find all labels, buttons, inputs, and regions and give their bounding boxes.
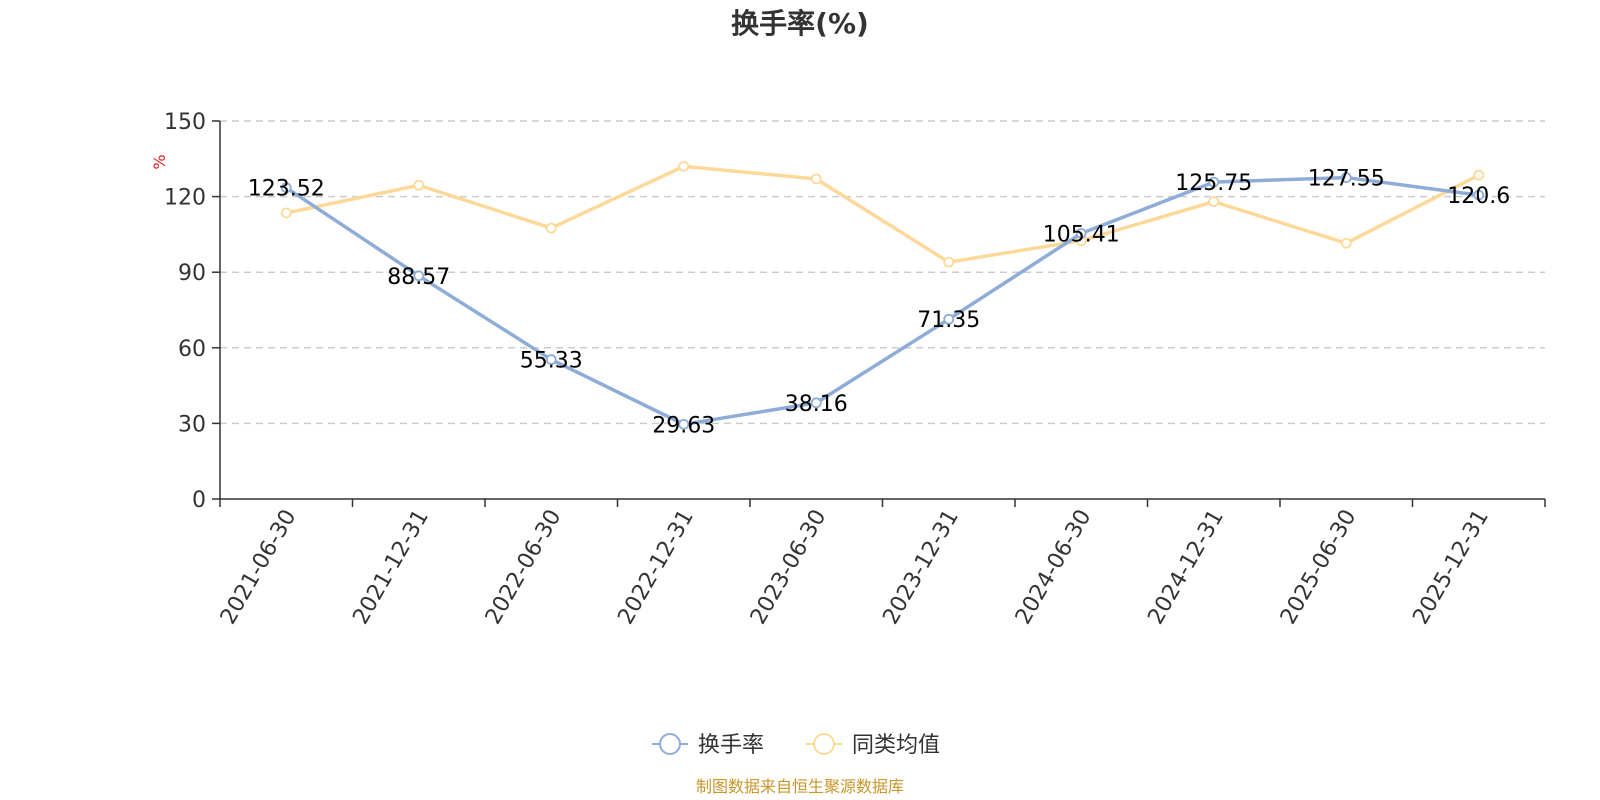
series-point: [810, 397, 822, 409]
x-tick-label: 2022-12-31: [613, 506, 699, 629]
series-point: [413, 270, 425, 282]
x-tick-label: 2022-06-30: [481, 506, 567, 629]
series-lines: [280, 160, 1485, 430]
data-label: 88.57: [387, 265, 450, 290]
legend[interactable]: 换手率 同类均值: [652, 733, 940, 758]
series-point: [1075, 227, 1087, 239]
x-tick-label: 2021-06-30: [216, 506, 302, 629]
series-point: [545, 354, 557, 365]
data-label: 105.41: [1043, 222, 1120, 247]
data-label: 38.16: [785, 392, 848, 417]
series-line: [284, 164, 1481, 264]
series-point: [678, 418, 690, 430]
series-point: [1473, 189, 1485, 201]
series-point: [545, 222, 557, 234]
data-source-note: 制图数据来自恒生聚源数据库: [696, 777, 904, 796]
x-tick-label: 2025-12-31: [1408, 506, 1494, 629]
data-label: 127.55: [1308, 167, 1385, 192]
legend-marker-icon: [813, 733, 835, 755]
series-point: [1340, 172, 1352, 183]
series-point: [678, 160, 690, 172]
chart-title: 换手率(%): [731, 7, 869, 40]
series-point: [943, 256, 955, 268]
y-tick-label: 0: [192, 488, 206, 513]
legend-marker-icon: [659, 733, 681, 755]
y-axis-unit: %: [150, 154, 169, 169]
data-label: 71.35: [917, 308, 980, 333]
y-tick-label: 150: [164, 110, 206, 135]
legend-label: 换手率: [698, 733, 764, 758]
series-point: [280, 207, 292, 219]
series-point: [413, 179, 425, 191]
series-point: [1208, 196, 1220, 208]
data-label: 123.52: [248, 177, 325, 202]
x-tick-label: 2024-06-30: [1011, 506, 1097, 629]
series-point: [1340, 237, 1352, 249]
series-point: [1208, 176, 1220, 188]
series-point: [280, 182, 292, 194]
series-point: [1473, 169, 1485, 181]
y-tick-label: 90: [178, 261, 206, 286]
legend-label: 同类均值: [852, 733, 940, 758]
data-label: 29.63: [652, 413, 715, 438]
data-label: 55.33: [520, 349, 583, 374]
data-labels: 123.52 88.57 55.33 29.63 38.16 71.35 105.41 125…: [248, 167, 1510, 439]
y-tick-label: 60: [178, 337, 206, 362]
data-label: 120.6: [1447, 184, 1510, 209]
y-tick-label: 120: [164, 186, 206, 211]
grid-lines: [220, 120, 1545, 425]
series-line: [284, 175, 1481, 427]
y-tick-label: 30: [178, 412, 206, 437]
x-tick-label: 2021-12-31: [348, 506, 434, 629]
series-point: [810, 173, 822, 185]
x-tick-label: 2024-12-31: [1143, 506, 1229, 629]
series-point: [943, 313, 955, 325]
data-label: 125.75: [1175, 171, 1252, 196]
x-tick-label: 2023-06-30: [746, 506, 832, 629]
x-tick-label: 2025-06-30: [1276, 506, 1362, 629]
x-tick-label: 2023-12-31: [878, 506, 964, 629]
